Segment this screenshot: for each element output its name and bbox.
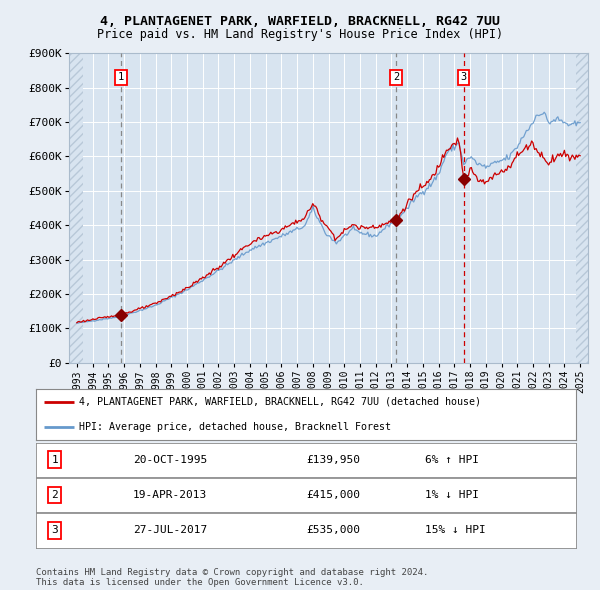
Text: 27-JUL-2017: 27-JUL-2017 — [133, 526, 208, 535]
Text: 15% ↓ HPI: 15% ↓ HPI — [425, 526, 485, 535]
Text: 20-OCT-1995: 20-OCT-1995 — [133, 455, 208, 464]
Text: 3: 3 — [52, 526, 58, 535]
Text: 4, PLANTAGENET PARK, WARFIELD, BRACKNELL, RG42 7UU (detached house): 4, PLANTAGENET PARK, WARFIELD, BRACKNELL… — [79, 397, 481, 407]
Text: 1: 1 — [52, 455, 58, 464]
Text: 1: 1 — [118, 72, 124, 82]
Text: 6% ↑ HPI: 6% ↑ HPI — [425, 455, 479, 464]
Text: £139,950: £139,950 — [306, 455, 360, 464]
Text: 19-APR-2013: 19-APR-2013 — [133, 490, 208, 500]
Text: Price paid vs. HM Land Registry's House Price Index (HPI): Price paid vs. HM Land Registry's House … — [97, 28, 503, 41]
Text: HPI: Average price, detached house, Bracknell Forest: HPI: Average price, detached house, Brac… — [79, 422, 391, 432]
Bar — [69, 53, 83, 363]
Text: 4, PLANTAGENET PARK, WARFIELD, BRACKNELL, RG42 7UU: 4, PLANTAGENET PARK, WARFIELD, BRACKNELL… — [100, 15, 500, 28]
Text: 3: 3 — [461, 72, 467, 82]
Text: Contains HM Land Registry data © Crown copyright and database right 2024.
This d: Contains HM Land Registry data © Crown c… — [36, 568, 428, 587]
Text: 1% ↓ HPI: 1% ↓ HPI — [425, 490, 479, 500]
Bar — [576, 53, 588, 363]
Text: 2: 2 — [52, 490, 58, 500]
Text: £415,000: £415,000 — [306, 490, 360, 500]
Text: 2: 2 — [393, 72, 399, 82]
Text: £535,000: £535,000 — [306, 526, 360, 535]
